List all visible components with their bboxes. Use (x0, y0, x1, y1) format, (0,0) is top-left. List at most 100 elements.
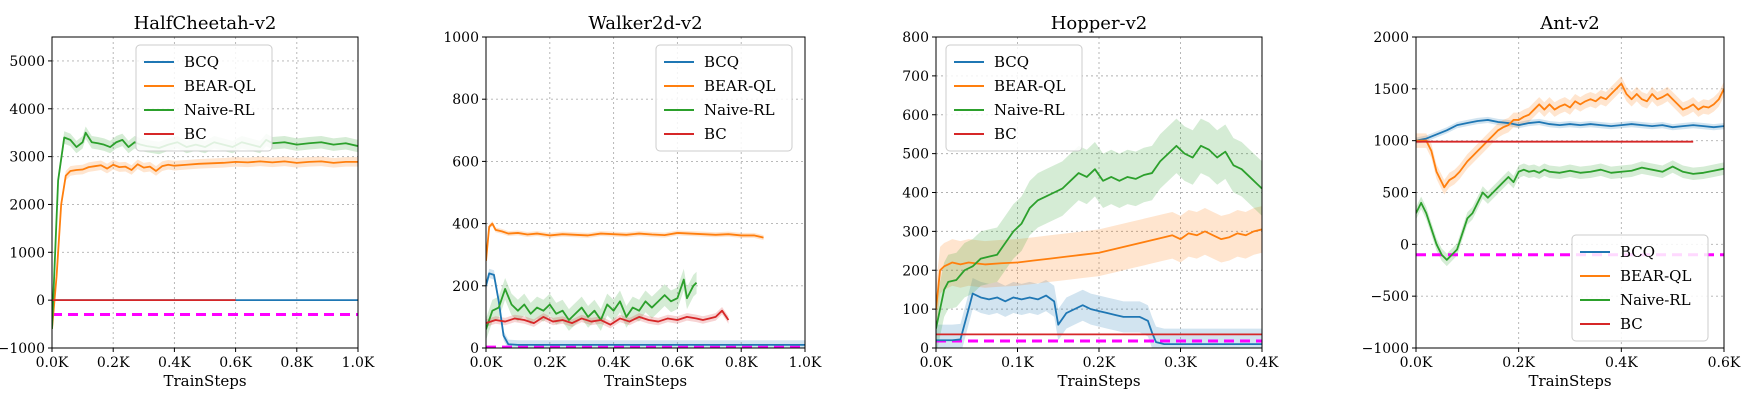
legend-label-naive-rl: Naive-RL (184, 101, 255, 119)
confidence-band-bear-ql (936, 206, 1262, 333)
legend-label-bc: BC (704, 125, 727, 143)
legend: BCQ BEAR-QL Naive-RL BC (1571, 234, 1709, 342)
x-tick-label: 0.6K (661, 355, 694, 371)
chart-title: Walker2d-v2 (588, 13, 702, 34)
y-tick-label: 2000 (1373, 30, 1409, 46)
x-tick-label: 0.1K (1001, 355, 1034, 371)
x-tick-label: 1.0K (789, 355, 822, 371)
x-tick-label: 0.6K (219, 355, 252, 371)
y-tick-label: 1000 (1373, 134, 1409, 150)
legend-label-bear-ql: BEAR-QL (704, 77, 775, 95)
y-tick-label: 600 (902, 108, 929, 124)
y-tick-label: 0 (36, 293, 45, 309)
series-line-naive-rl (1416, 165, 1724, 261)
legend-frame (655, 44, 793, 152)
x-tick-label: 0.8K (725, 355, 758, 371)
y-tick-label: 200 (452, 279, 479, 295)
x-tick-label: 0.2K (533, 355, 566, 371)
y-tick-label: 700 (902, 69, 929, 85)
chart-title: Hopper-v2 (1051, 13, 1148, 34)
chart-title: HalfCheetah-v2 (134, 13, 277, 34)
chart-panel-hopper-v2: 0.0K 0.1K 0.2K 0.3K 0.4K 0 100 200 300 400 500 600 7… (902, 13, 1279, 390)
legend-label-bear-ql: BEAR-QL (1620, 267, 1691, 285)
y-tick-label: 600 (452, 154, 479, 170)
y-tick-label: 500 (1382, 186, 1409, 202)
y-tick-label: 3000 (9, 150, 45, 166)
y-tick-label: 2000 (9, 197, 45, 213)
x-tick-label: 0.2K (1083, 355, 1116, 371)
plot-area (486, 221, 805, 348)
legend-frame (945, 44, 1083, 152)
series-line-bc (486, 309, 730, 326)
y-tick-label: 400 (902, 186, 929, 202)
x-tick-label: 0.2K (1502, 355, 1535, 371)
legend-label-naive-rl: Naive-RL (1620, 291, 1691, 309)
confidence-band-naive-rl (486, 268, 697, 341)
x-axis-label: TrainSteps (1528, 372, 1611, 390)
chart-panel-ant-v2: 0.0K 0.2K 0.4K 0.6K −1000 −500 0 500 1000 1500 200… (1362, 13, 1741, 390)
x-tick-label: 1.0K (342, 355, 375, 371)
legend: BCQ BEAR-QL Naive-RL BC (135, 44, 273, 152)
legend: BCQ BEAR-QL Naive-RL BC (655, 44, 793, 152)
confidence-band-naive-rl (936, 118, 1262, 348)
y-tick-label: 800 (452, 92, 479, 108)
legend-label-bc: BC (1620, 315, 1643, 333)
y-tick-label: −500 (1371, 289, 1409, 305)
legend-label-naive-rl: Naive-RL (704, 101, 775, 119)
x-tick-label: 0.4K (597, 355, 630, 371)
confidence-band-naive-rl (52, 126, 358, 336)
series-line-bcq (486, 272, 805, 346)
confidence-band-bear-ql (486, 221, 764, 264)
x-axis-label: TrainSteps (1057, 372, 1140, 390)
x-tick-label: 0.4K (1605, 355, 1638, 371)
series-line-naive-rl (486, 278, 698, 330)
y-tick-label: 200 (902, 263, 929, 279)
series-line-bear-ql (1416, 82, 1724, 189)
series-line-bear-ql (486, 222, 764, 262)
confidence-band-bear-ql (1416, 76, 1724, 195)
y-tick-label: 400 (452, 217, 479, 233)
legend: BCQ BEAR-QL Naive-RL BC (945, 44, 1083, 152)
x-tick-label: 0.0K (36, 355, 69, 371)
x-tick-label: 0.0K (470, 355, 503, 371)
x-tick-label: 0.0K (920, 355, 953, 371)
legend-label-bcq: BCQ (994, 53, 1029, 71)
legend-frame (1571, 234, 1709, 342)
y-tick-label: 500 (902, 147, 929, 163)
x-tick-label: 0.4K (1246, 355, 1279, 371)
x-tick-label: 0.8K (280, 355, 313, 371)
legend-frame (135, 44, 273, 152)
legend-label-bc: BC (994, 125, 1017, 143)
y-tick-label: 1500 (1373, 82, 1409, 98)
axes-frame (485, 36, 806, 349)
chart-title: Ant-v2 (1539, 13, 1600, 34)
plot-area (1416, 76, 1724, 267)
y-tick-label: 0 (920, 341, 929, 357)
chart-panel-walker2d-v2: 0.0K 0.2K 0.4K 0.6K 0.8K 1.0K 0 200 400 600 800 100… (443, 13, 822, 390)
confidence-band-bcq (1416, 116, 1724, 144)
legend-label-bcq: BCQ (1620, 243, 1655, 261)
y-tick-label: 800 (902, 30, 929, 46)
y-tick-label: 0 (1400, 237, 1409, 253)
confidence-band-naive-rl (1416, 160, 1724, 267)
plot-area (936, 118, 1262, 348)
legend-label-bc: BC (184, 125, 207, 143)
x-tick-label: 0.0K (1400, 355, 1433, 371)
x-tick-label: 0.2K (97, 355, 130, 371)
y-tick-label: 0 (470, 341, 479, 357)
confidence-band-bcq (936, 278, 1262, 348)
legend-label-bear-ql: BEAR-QL (184, 77, 255, 95)
series-line-bcq (1416, 119, 1724, 142)
y-tick-label: 1000 (443, 30, 479, 46)
legend-label-bcq: BCQ (704, 53, 739, 71)
chart-panel-halfcheetah-v2: 0.0K 0.2K 0.4K 0.6K 0.8K 1.0K −1000 0 1000 2000 30… (0, 13, 375, 390)
legend-label-naive-rl: Naive-RL (994, 101, 1065, 119)
legend-label-bcq: BCQ (184, 53, 219, 71)
y-tick-label: 4000 (9, 102, 45, 118)
x-tick-label: 0.3K (1164, 355, 1197, 371)
series-line-naive-rl (936, 144, 1262, 329)
x-tick-label: 0.4K (158, 355, 191, 371)
y-tick-label: 100 (902, 302, 929, 318)
